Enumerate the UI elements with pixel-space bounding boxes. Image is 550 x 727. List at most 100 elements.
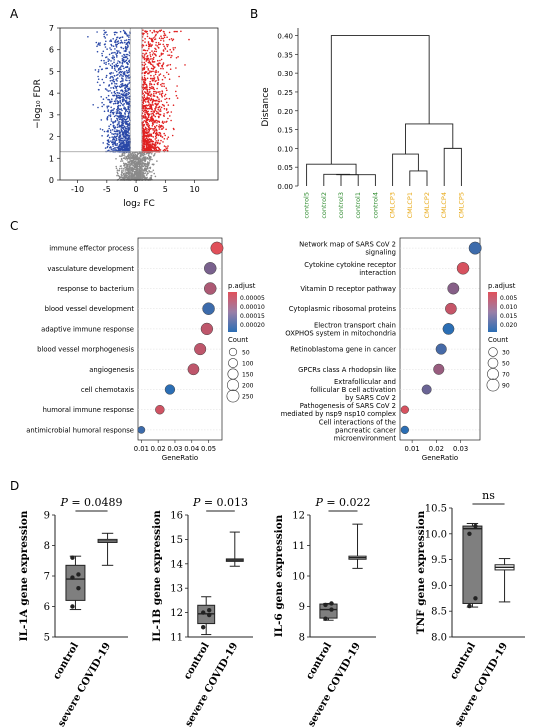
- data-point: [124, 87, 127, 89]
- y-tick-label: 1: [49, 154, 54, 163]
- data-point: [147, 118, 150, 121]
- data-point: [125, 53, 128, 56]
- data-point: [125, 168, 127, 170]
- data-point: [116, 107, 119, 110]
- data-point: [121, 89, 123, 92]
- y-axis-label: IL-1A gene expression: [18, 510, 30, 641]
- data-point: [119, 131, 122, 133]
- data-point: [109, 47, 111, 49]
- data-point: [106, 139, 109, 142]
- data-point: [111, 63, 114, 65]
- data-point: [120, 108, 122, 110]
- data-point: [156, 110, 158, 113]
- data-point: [146, 137, 148, 140]
- data-point: [116, 119, 119, 121]
- data-point: [108, 114, 110, 117]
- data-point: [148, 103, 150, 105]
- data-point: [148, 104, 150, 106]
- data-point: [155, 143, 157, 145]
- data-point: [162, 63, 164, 66]
- size-legend-circle: [228, 347, 238, 357]
- data-point: [115, 63, 117, 66]
- data-point: [121, 65, 124, 67]
- data-point: [156, 132, 158, 135]
- data-point: [156, 122, 158, 124]
- data-point: [117, 123, 119, 126]
- data-point: [149, 147, 152, 149]
- data-point: [148, 45, 150, 48]
- data-point: [122, 83, 124, 85]
- data-point: [142, 99, 145, 102]
- data-point: [76, 572, 81, 577]
- data-point: [125, 84, 128, 87]
- data-point: [172, 48, 175, 51]
- data-point: [112, 57, 114, 60]
- data-point: [101, 78, 104, 81]
- data-point: [119, 133, 121, 135]
- legend-tick: 30: [502, 350, 510, 357]
- data-point: [117, 94, 120, 97]
- p-value-label: P = 0.013: [192, 496, 248, 509]
- data-point: [130, 169, 132, 171]
- data-point: [158, 128, 161, 130]
- data-point: [140, 176, 142, 178]
- data-point: [123, 154, 126, 156]
- data-point: [125, 123, 127, 125]
- data-point: [468, 241, 482, 255]
- data-point: [118, 177, 121, 180]
- data-point: [156, 103, 159, 106]
- legend-tick: 0.005: [500, 295, 517, 302]
- data-point: [162, 43, 164, 46]
- data-point: [142, 29, 144, 32]
- data-point: [150, 77, 152, 80]
- data-point: [144, 114, 147, 116]
- data-point: [121, 109, 123, 112]
- data-point: [122, 126, 125, 129]
- data-point: [165, 146, 167, 148]
- dendrogram-link: [392, 153, 419, 186]
- data-point: [124, 93, 126, 96]
- data-point: [177, 56, 179, 58]
- data-point: [108, 136, 111, 139]
- data-point: [123, 103, 125, 105]
- data-point: [146, 167, 149, 170]
- data-point: [127, 126, 129, 128]
- data-point: [121, 167, 123, 170]
- data-point: [147, 41, 150, 43]
- y-tick-label: 0.40: [277, 33, 293, 41]
- data-point: [160, 35, 162, 37]
- data-point: [118, 108, 120, 110]
- data-point: [114, 65, 116, 68]
- data-point: [125, 175, 127, 177]
- term-label: Cytoplasmic ribosomal proteins: [289, 305, 397, 313]
- data-point: [116, 135, 119, 137]
- data-point: [163, 145, 166, 147]
- data-point: [139, 169, 141, 171]
- data-point: [113, 56, 115, 59]
- data-point: [149, 43, 152, 45]
- data-point: [152, 58, 155, 60]
- data-point: [162, 125, 164, 128]
- data-point: [117, 96, 119, 99]
- data-point: [120, 46, 123, 49]
- data-point: [125, 147, 128, 150]
- data-point: [112, 133, 115, 135]
- term-label: by SARS CoV 2: [345, 394, 396, 402]
- data-point: [157, 91, 160, 93]
- data-point: [175, 30, 177, 33]
- data-point: [119, 117, 122, 119]
- data-point: [163, 34, 165, 37]
- data-point: [164, 76, 166, 79]
- data-point: [155, 140, 157, 142]
- data-point: [150, 153, 153, 155]
- data-point: [156, 130, 158, 132]
- data-point: [150, 93, 153, 96]
- data-point: [128, 34, 130, 36]
- data-point: [110, 48, 112, 51]
- data-point: [147, 42, 150, 44]
- data-point: [149, 91, 151, 93]
- data-point: [126, 159, 128, 161]
- data-point: [107, 130, 109, 133]
- data-point: [152, 169, 155, 172]
- data-point: [203, 262, 217, 275]
